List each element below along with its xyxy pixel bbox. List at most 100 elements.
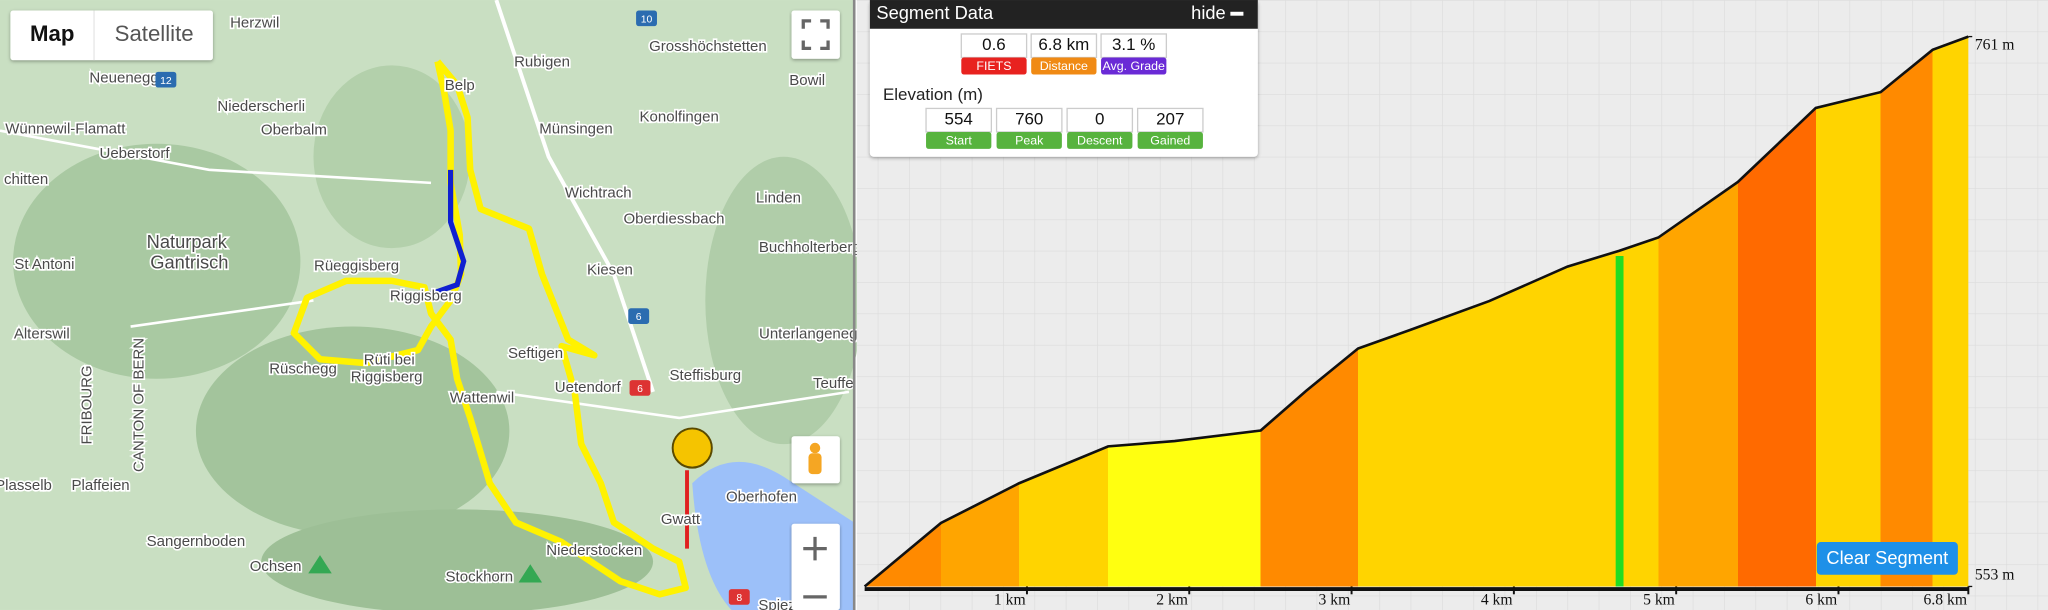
stat-value: 760	[1015, 110, 1043, 129]
x-tick-label: 3 km	[1319, 591, 1351, 608]
stat-value: 207	[1156, 110, 1184, 129]
stat-label-box	[996, 131, 1062, 149]
place-label: Grosshöchstetten	[649, 38, 767, 55]
x-tick-label: 5 km	[1643, 591, 1675, 608]
stat-label-box	[1101, 57, 1167, 75]
stat-value: 3.1 %	[1112, 35, 1155, 54]
x-tick-label: 6.8 km	[1924, 591, 1968, 608]
road-number: 6	[636, 312, 642, 323]
place-label: Rüti bei	[364, 351, 415, 368]
place-label: Wichtrach	[565, 184, 632, 201]
road-shield	[155, 71, 177, 88]
place-label: Oberdiessbach	[623, 210, 724, 227]
stat-label-box	[1031, 57, 1097, 75]
elevation-area	[864, 36, 1969, 587]
stat-label: Avg. Grade	[1102, 59, 1165, 73]
region-label: FRIBOURG	[78, 365, 95, 444]
place-label: Kiesen	[587, 261, 633, 278]
place-label: Oberhofen	[726, 489, 797, 506]
segment-panel: Segment Data hide Elevation (m) 0.6 FIETS…	[869, 0, 1258, 157]
road-number: 12	[160, 76, 172, 87]
map-button[interactable]: Map	[30, 21, 74, 46]
place-label: Stockhorn	[446, 568, 514, 585]
map[interactable]: Herzwil Neuenegg Niederscherli Wünnewil-Fla…	[0, 0, 867, 610]
place-label: Sangernboden	[147, 533, 246, 550]
road-shield	[629, 380, 651, 396]
stat-value: 0.6	[982, 35, 1006, 54]
place-label: Teuffe	[813, 375, 854, 392]
rider-marker	[671, 427, 713, 469]
road-number: 10	[641, 14, 653, 25]
place-label: Herzwil	[230, 14, 279, 31]
place-label: Buchholterberg	[759, 239, 861, 256]
panel-title: Segment Data	[876, 2, 994, 23]
selected-segment	[430, 169, 467, 297]
stat-label: FIETS	[976, 59, 1011, 73]
stat-label-box	[1137, 131, 1203, 149]
clear-segment-button[interactable]	[1816, 542, 1958, 575]
place-label: Naturpark	[147, 231, 228, 252]
place-label: Rüschegg	[269, 361, 337, 378]
road-number: 6	[637, 384, 643, 395]
stat-label-box	[1067, 131, 1133, 149]
place-label: St Antoni	[14, 256, 74, 273]
place-label: Rüeggisberg	[314, 257, 399, 274]
stat-label: Peak	[1015, 133, 1044, 147]
place-label: Gwatt	[661, 511, 701, 528]
place-label: Oberbalm	[261, 122, 327, 139]
place-label: Ochsen	[250, 558, 302, 575]
road-number: 8	[736, 593, 742, 604]
x-tick-label: 6 km	[1805, 591, 1837, 608]
region-label: CANTON OF BERN	[131, 338, 148, 472]
place-label: Rubigen	[514, 54, 570, 71]
place-label: Wünnewil-Flamatt	[5, 120, 126, 137]
stat-value: 0	[1095, 110, 1104, 129]
place-label: Belp	[445, 77, 475, 94]
stat-label-box	[926, 131, 992, 149]
x-tick-label: 2 km	[1156, 591, 1188, 608]
clear-segment-label[interactable]: Clear Segment	[1826, 547, 1948, 568]
place-label: Steffisburg	[670, 367, 742, 384]
y-tick-label: 761 m	[1975, 36, 2015, 53]
place-label: Wattenwil	[450, 389, 515, 406]
x-tick-label: 4 km	[1481, 591, 1513, 608]
stat-label-box	[961, 57, 1027, 75]
stat-label: Descent	[1077, 133, 1123, 147]
stat-label: Gained	[1150, 133, 1190, 147]
place-label: Spiez	[758, 597, 796, 610]
x-tick-label: 1 km	[994, 591, 1026, 608]
place-label: Unterlangenegg	[759, 325, 866, 342]
stat-label: Distance	[1040, 59, 1088, 73]
map-type-control	[10, 10, 213, 61]
road-shield	[636, 10, 657, 27]
elevation-chart: 1 km 2 km 3 km 4 km 5 km 6 km 6.8 km 761 m 553 m…	[856, 0, 2048, 610]
stat-value: 554	[945, 110, 973, 129]
place-label: Bowil	[789, 72, 825, 89]
hide-button[interactable]: hide	[1191, 2, 1226, 23]
y-tick-label: 553 m	[1975, 567, 2015, 584]
zoom-control[interactable]	[791, 523, 840, 610]
place-label: Riggisberg	[390, 287, 462, 304]
place-label: Konolfingen	[640, 109, 719, 126]
place-label: Riggisberg	[351, 368, 423, 385]
place-label: Seftigen	[508, 345, 563, 362]
satellite-button[interactable]: Satellite	[115, 21, 194, 46]
fullscreen-button[interactable]	[791, 10, 840, 59]
stat-value: 6.8 km	[1038, 35, 1089, 54]
place-label: Gantrisch	[150, 252, 228, 273]
stat-label: Start	[946, 133, 973, 147]
place-label: Linden	[756, 190, 801, 207]
place-label: Plasselb	[0, 477, 52, 494]
route	[290, 59, 689, 598]
place-label: Niederstocken	[546, 542, 642, 559]
place-label: Alterswil	[14, 325, 70, 342]
elevation-title: Elevation (m)	[883, 85, 983, 104]
place-label: Münsingen	[539, 120, 612, 137]
road-shield	[628, 308, 650, 324]
place-label: Neuenegg	[89, 69, 158, 86]
place-label: Ueberstorf	[99, 145, 170, 162]
road-shield	[728, 589, 750, 605]
place-label: Niederscherli	[217, 98, 305, 115]
